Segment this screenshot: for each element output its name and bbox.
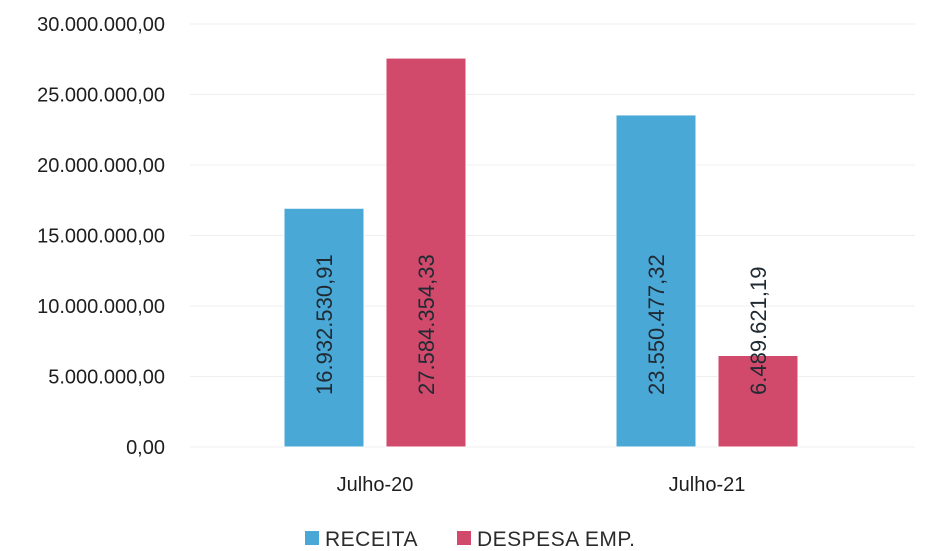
- data-label: 6.489.621,19: [746, 267, 771, 395]
- x-category-label: Julho-21: [669, 474, 746, 496]
- y-tick-label: 10.000.000,00: [37, 296, 165, 318]
- legend-label: RECEITA: [325, 528, 418, 551]
- y-tick-label: 5.000.000,00: [48, 367, 165, 389]
- data-label: 23.550.477,32: [644, 254, 669, 395]
- y-tick-label: 30.000.000,00: [37, 14, 165, 36]
- bar-despesa-emp-0: [385, 57, 467, 448]
- legend-swatch: [305, 531, 319, 545]
- bar-despesa-emp-1: [717, 354, 799, 448]
- legend-label: DESPESA EMP.: [477, 528, 636, 551]
- data-label: 27.584.354,33: [414, 254, 439, 395]
- y-tick-label: 15.000.000,00: [37, 226, 165, 248]
- y-tick-label: 20.000.000,00: [37, 155, 165, 177]
- data-label: 16.932.530,91: [312, 254, 337, 395]
- x-category-label: Julho-20: [337, 474, 414, 496]
- y-tick-label: 25.000.000,00: [37, 85, 165, 107]
- bar-receita-0: [283, 207, 365, 448]
- bar-receita-1: [615, 114, 697, 448]
- legend-swatch: [457, 531, 471, 545]
- y-tick-label: 0,00: [126, 437, 165, 459]
